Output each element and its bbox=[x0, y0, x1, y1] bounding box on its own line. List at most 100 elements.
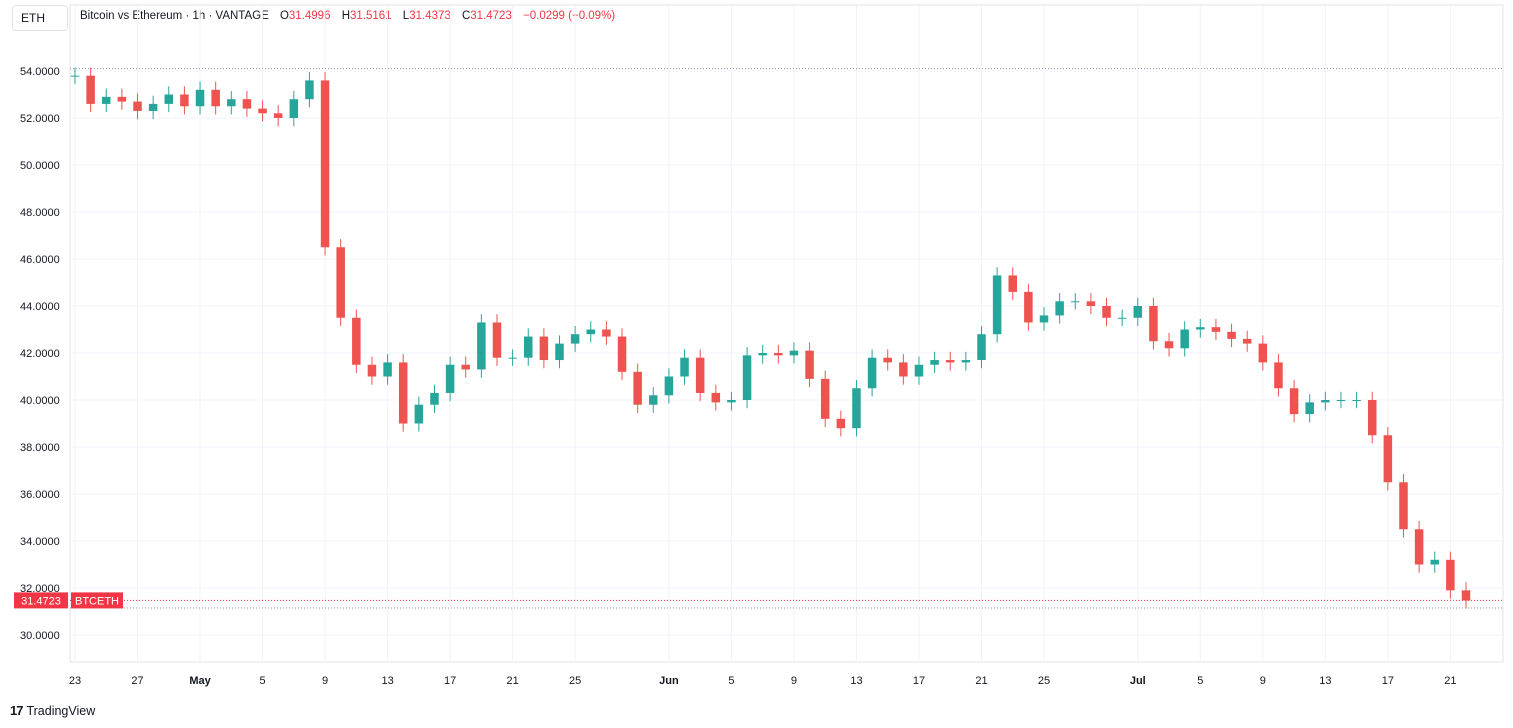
symbol-search-button[interactable]: ETH bbox=[12, 5, 68, 31]
candle bbox=[914, 356, 924, 385]
candle bbox=[227, 90, 236, 115]
candle bbox=[1117, 309, 1127, 326]
y-tick-label: 46.0000 bbox=[20, 254, 60, 266]
candle bbox=[742, 347, 752, 409]
pane-border bbox=[69, 4, 1504, 663]
price-chart[interactable]: 30.0000 32.0000 34.0000 36.0000 38.0000 40.00… bbox=[0, 0, 1513, 700]
legend-open-label: O bbox=[279, 10, 289, 22]
last-price-badge bbox=[14, 592, 68, 609]
x-tick-label: 25 bbox=[1038, 675, 1050, 687]
candle bbox=[820, 370, 830, 428]
legend-low-label: L bbox=[402, 10, 410, 22]
legend-close-value: 31.4723 bbox=[470, 10, 512, 22]
x-tick-label: 17 bbox=[913, 675, 925, 687]
x-tick-label: 5 bbox=[259, 675, 265, 687]
tradingview-logo-icon: 17 bbox=[10, 703, 24, 718]
candle bbox=[1414, 521, 1424, 573]
grid bbox=[69, 4, 1504, 663]
candle bbox=[1071, 293, 1080, 310]
candles bbox=[70, 67, 1471, 609]
candle bbox=[258, 100, 267, 122]
y-tick-label: 40.0000 bbox=[20, 395, 60, 407]
y-tick-label: 38.0000 bbox=[20, 442, 60, 454]
legend-low-value: 31.4373 bbox=[409, 10, 451, 22]
candle bbox=[883, 349, 892, 371]
candle bbox=[523, 328, 533, 366]
candle bbox=[1289, 380, 1299, 423]
legend-open-value: 31.4996 bbox=[288, 10, 331, 22]
candle bbox=[789, 342, 799, 364]
y-tick-label: 32.0000 bbox=[20, 583, 60, 595]
candle bbox=[1446, 551, 1455, 599]
x-tick-label: 5 bbox=[1197, 675, 1203, 687]
candle bbox=[774, 344, 783, 364]
candle bbox=[1367, 391, 1377, 444]
candle bbox=[1430, 551, 1439, 573]
candle bbox=[977, 325, 986, 369]
symbol-badge bbox=[71, 592, 123, 609]
candle bbox=[477, 314, 486, 378]
x-tick-label: 17 bbox=[444, 675, 456, 687]
candle bbox=[727, 391, 736, 411]
legend-close-label: C bbox=[461, 10, 471, 22]
candle bbox=[86, 67, 95, 113]
candle bbox=[852, 380, 861, 437]
candle bbox=[695, 349, 705, 402]
candle bbox=[414, 396, 424, 432]
candle bbox=[180, 86, 189, 115]
price-markers bbox=[70, 68, 1503, 609]
candle bbox=[1242, 330, 1252, 352]
candle bbox=[586, 321, 596, 343]
price-axis[interactable]: 30.0000 32.0000 34.0000 36.0000 38.0000 40.00… bbox=[14, 66, 123, 642]
y-tick-label: 44.0000 bbox=[20, 301, 60, 313]
candle bbox=[602, 321, 611, 345]
x-tick-label: 25 bbox=[569, 675, 581, 687]
candle bbox=[430, 384, 439, 413]
candle bbox=[805, 342, 814, 388]
candle bbox=[1055, 293, 1064, 324]
x-tick-label: 5 bbox=[728, 675, 734, 687]
symbol-badge-label: BTCETH bbox=[75, 595, 119, 607]
candle bbox=[945, 351, 955, 371]
x-tick-label: May bbox=[189, 675, 211, 687]
x-tick-label: 27 bbox=[131, 675, 143, 687]
y-tick-label: 54.0000 bbox=[20, 66, 60, 78]
x-tick-label: 21 bbox=[975, 675, 987, 687]
candle bbox=[758, 344, 767, 364]
x-tick-label: 23 bbox=[69, 675, 81, 687]
candle bbox=[1164, 333, 1174, 357]
candle bbox=[352, 309, 361, 373]
legend-high-value: 31.5161 bbox=[350, 10, 392, 22]
candle bbox=[1227, 323, 1236, 348]
x-tick-label: 9 bbox=[1260, 675, 1266, 687]
footer-branding[interactable]: 17 TradingView bbox=[10, 703, 95, 718]
candle bbox=[492, 314, 502, 366]
candle bbox=[461, 356, 470, 378]
candle bbox=[570, 325, 580, 352]
candle bbox=[242, 90, 252, 117]
candle bbox=[867, 349, 877, 397]
candle bbox=[102, 88, 111, 113]
candle bbox=[899, 354, 908, 385]
candle bbox=[1149, 297, 1158, 350]
time-axis[interactable]: 23 27 May 5 9 13 17 21 25 Jun 5 9 13 17 21 25 Jul 5 9 13 17 2… bbox=[69, 675, 1457, 687]
legend-change: −0.0299 (−0.09%) bbox=[523, 10, 616, 22]
x-tick-label: Jun bbox=[659, 675, 679, 687]
candle bbox=[664, 368, 674, 404]
candle bbox=[289, 90, 299, 127]
legend-high-label: H bbox=[341, 10, 350, 22]
candle bbox=[1211, 318, 1221, 341]
candle bbox=[1196, 318, 1205, 338]
candle bbox=[1305, 394, 1314, 423]
candle bbox=[711, 384, 721, 411]
y-tick-label: 52.0000 bbox=[20, 113, 60, 125]
candle bbox=[1461, 582, 1471, 609]
candle bbox=[539, 328, 549, 369]
candle bbox=[992, 267, 1002, 343]
candle bbox=[930, 351, 939, 373]
candle bbox=[1352, 391, 1361, 409]
candle bbox=[1180, 321, 1189, 357]
candle bbox=[320, 72, 330, 256]
candle bbox=[1102, 297, 1111, 326]
candle bbox=[164, 86, 174, 113]
